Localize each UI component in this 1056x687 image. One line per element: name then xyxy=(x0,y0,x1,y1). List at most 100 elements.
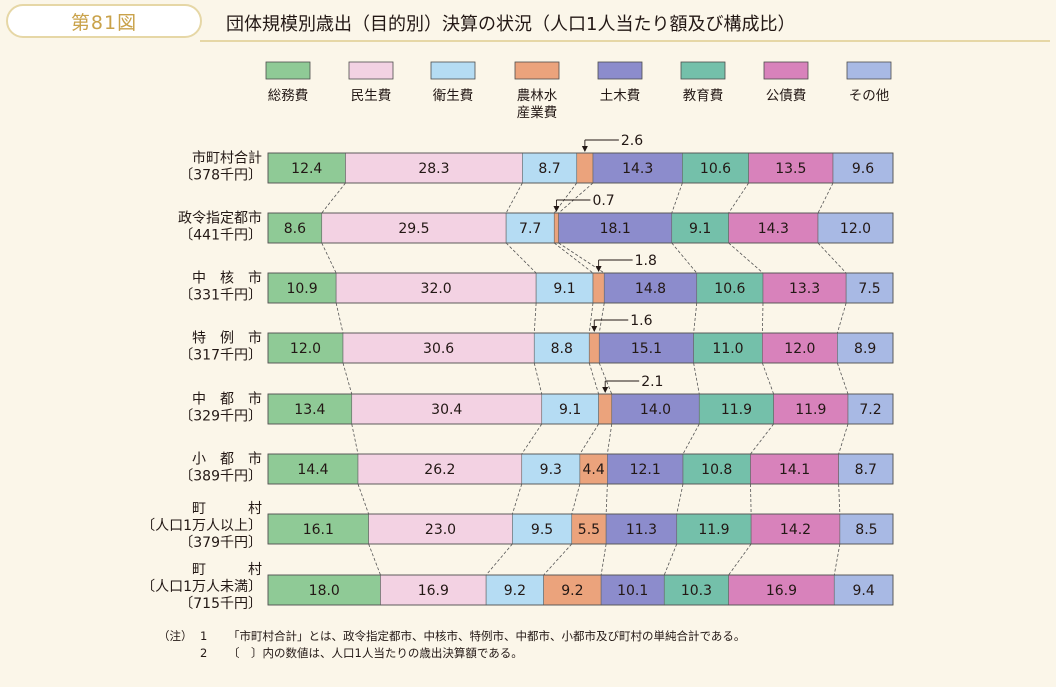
legend-swatch-minsei xyxy=(348,61,394,80)
category-label: 〔人口1万人以上〕 xyxy=(141,518,262,534)
bar-outline xyxy=(267,453,894,485)
category-label: 特 例 市 xyxy=(192,330,262,347)
connector-line xyxy=(682,423,700,455)
connector-line xyxy=(600,543,607,576)
connector-line xyxy=(833,543,841,576)
bar-segment-doboku xyxy=(592,152,683,184)
connector-line xyxy=(511,483,523,515)
connector-line xyxy=(543,543,573,576)
connector-line xyxy=(321,182,346,214)
data-label: 13.4 xyxy=(294,402,325,418)
callout-arrow xyxy=(602,387,609,393)
data-label: 4.4 xyxy=(582,462,604,478)
connector-line xyxy=(588,362,600,395)
data-label: 8.7 xyxy=(855,462,877,478)
connector-line xyxy=(676,483,684,515)
connector-line xyxy=(750,423,774,455)
connector-line xyxy=(579,423,599,455)
bar-segment-minsei xyxy=(342,332,535,364)
data-label: 9.4 xyxy=(852,583,874,599)
legend-label-nourin: 産業費 xyxy=(517,105,558,121)
bar-segment-minsei xyxy=(321,212,507,244)
figure-label: 第81図 xyxy=(6,4,202,38)
legend-label-nourin: 農林水 xyxy=(517,88,558,104)
header: 第81図 団体規模別歳出（目的別）決算の状況（人口1人当たり額及び構成比） xyxy=(0,0,1056,44)
note-2: 2 〔 〕内の数値は、人口1人当たりの歳出決算額である。 xyxy=(158,645,745,662)
bar-segment-sonota xyxy=(845,272,894,304)
legend-label-kousai: 公債費 xyxy=(766,88,807,104)
bar-segment-nourin xyxy=(598,393,613,425)
connector-line xyxy=(335,302,344,334)
bar-segment-soumu xyxy=(267,513,369,545)
category-label: 町 村 xyxy=(192,501,262,517)
legend-label-soumu: 総務費 xyxy=(268,88,309,104)
bar-segment-doboku xyxy=(605,513,678,545)
callout-label: 2.6 xyxy=(621,133,643,149)
data-label: 9.3 xyxy=(540,462,562,478)
connector-line xyxy=(671,242,698,274)
category-label: 政令指定都市 xyxy=(178,210,262,227)
callout-arrow xyxy=(591,326,598,332)
bar-segment-nourin xyxy=(592,272,605,304)
data-label: 8.7 xyxy=(538,161,560,177)
legend-label-sonota: その他 xyxy=(849,88,890,104)
data-label: 14.4 xyxy=(297,462,328,478)
data-label: 9.2 xyxy=(561,583,583,599)
legend-swatch-eisei xyxy=(430,61,476,80)
note-head: （注） xyxy=(158,629,193,643)
bar-segment-kousai xyxy=(773,393,849,425)
connector-line xyxy=(533,362,543,395)
bar-segment-soumu xyxy=(267,272,337,304)
data-label: 8.5 xyxy=(855,522,877,538)
category-label: 〔389千円〕 xyxy=(179,469,262,485)
data-label: 8.6 xyxy=(284,221,306,237)
callout-label: 2.1 xyxy=(641,374,663,390)
data-label: 12.4 xyxy=(291,161,322,177)
bar-segment-kousai xyxy=(728,212,819,244)
connector-line xyxy=(761,362,775,395)
data-label: 14.0 xyxy=(640,402,671,418)
data-label: 7.7 xyxy=(519,221,541,237)
connector-line xyxy=(761,302,764,334)
connector-line xyxy=(605,483,608,515)
category-label: 小 都 市 xyxy=(192,451,262,468)
bar-outline xyxy=(267,152,894,184)
figure-title: 団体規模別歳出（目的別）決算の状況（人口1人当たり額及び構成比） xyxy=(226,14,796,35)
bar-segment-eisei xyxy=(521,453,581,485)
category-label: 〔317千円〕 xyxy=(179,348,262,364)
data-label: 14.3 xyxy=(758,221,789,237)
bar-outline xyxy=(267,574,894,606)
bar-segment-sonota xyxy=(832,152,894,184)
category-label: 市町村合計 xyxy=(192,150,262,167)
data-label: 11.9 xyxy=(795,402,826,418)
bar-segment-minsei xyxy=(351,393,543,425)
data-label: 32.0 xyxy=(421,281,452,297)
connector-line xyxy=(836,302,847,334)
data-label: 28.3 xyxy=(418,161,449,177)
data-label: 16.9 xyxy=(766,583,797,599)
legend-swatch-nourin xyxy=(514,61,560,80)
bar-segment-minsei xyxy=(335,272,537,304)
connector-line xyxy=(588,302,594,334)
callout-arrow xyxy=(581,146,588,152)
data-label: 14.3 xyxy=(622,161,653,177)
category-label: 〔441千円〕 xyxy=(179,228,262,244)
data-label: 10.3 xyxy=(681,583,712,599)
data-label: 12.0 xyxy=(290,341,321,357)
data-label: 10.6 xyxy=(700,161,731,177)
note-head xyxy=(158,645,200,662)
category-label: 〔329千円〕 xyxy=(179,409,262,425)
connector-line xyxy=(663,543,678,576)
data-label: 14.8 xyxy=(635,281,666,297)
data-label: 9.1 xyxy=(689,221,711,237)
bar-segment-eisei xyxy=(485,574,544,606)
note-text: 〔 〕内の数値は、人口1人当たりの歳出決算額である。 xyxy=(228,646,523,660)
legend-swatch-sonota xyxy=(846,61,892,80)
bar-outline xyxy=(267,513,894,545)
bar-segment-kyouiku xyxy=(676,513,752,545)
category-label: 〔331千円〕 xyxy=(179,288,262,304)
data-label: 10.6 xyxy=(714,281,745,297)
bar-segment-kousai xyxy=(748,152,834,184)
connector-line xyxy=(554,242,594,274)
connector-line xyxy=(505,182,523,214)
